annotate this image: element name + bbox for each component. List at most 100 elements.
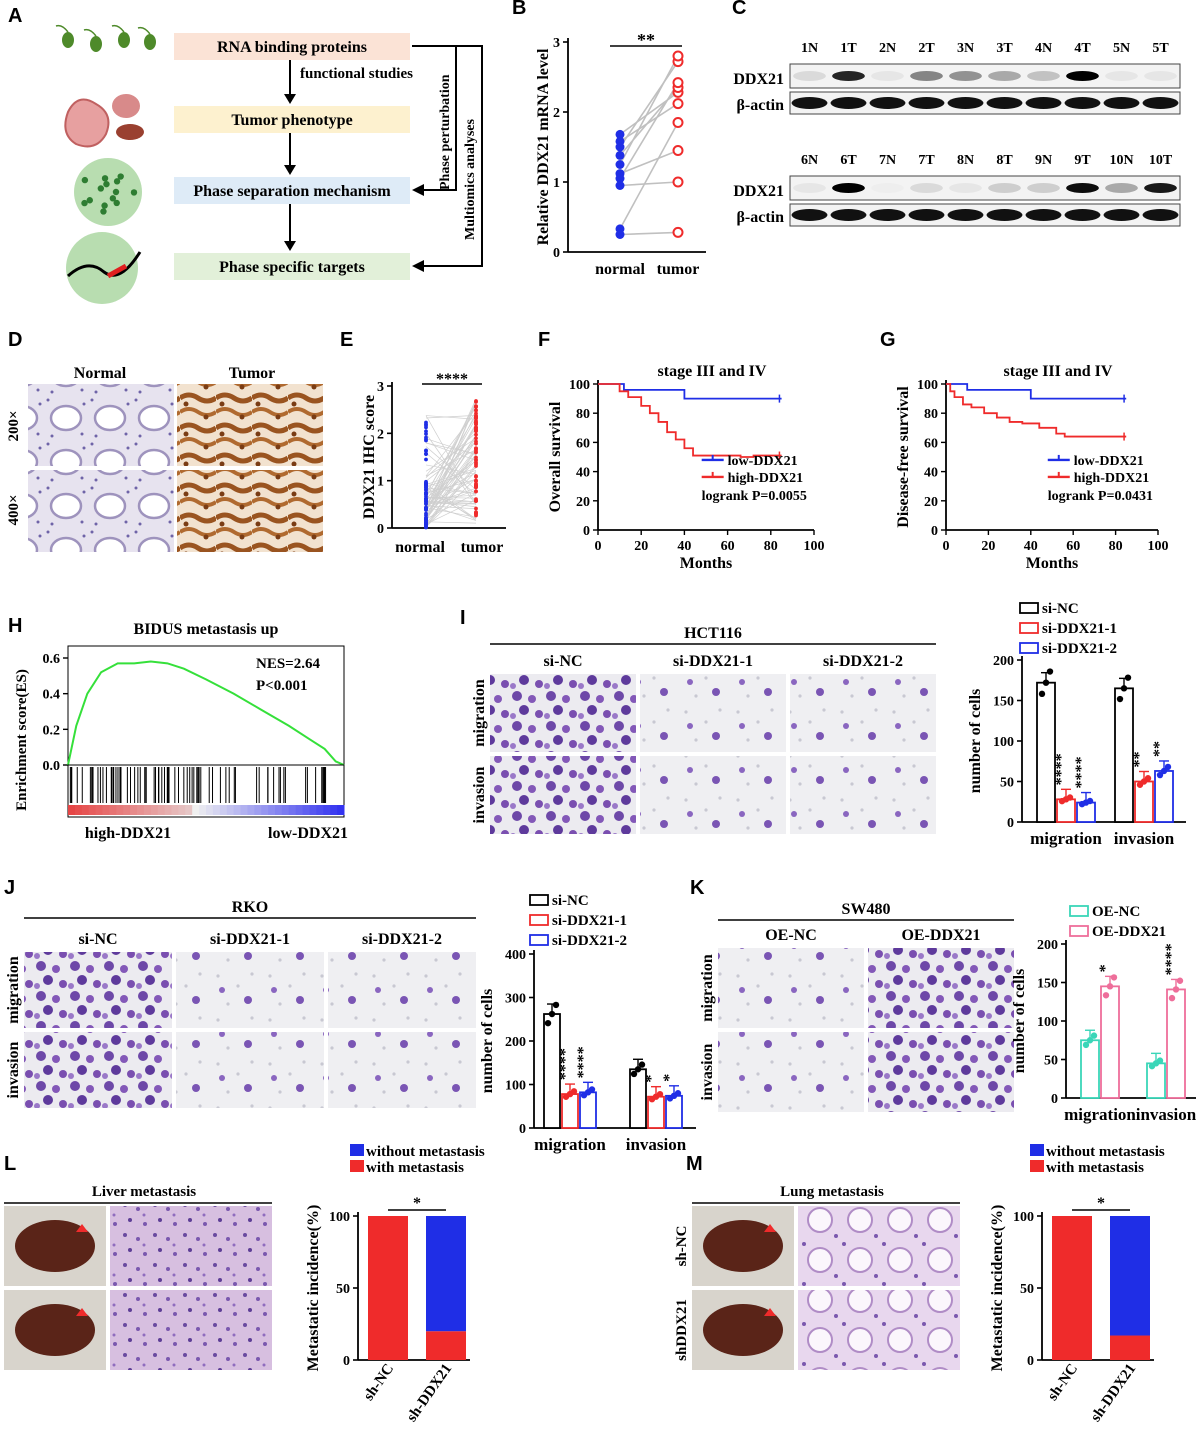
actin-band bbox=[869, 97, 906, 109]
y-tick-label: 2 bbox=[377, 427, 384, 442]
ddx21-band bbox=[1066, 183, 1099, 193]
ddx21-band bbox=[832, 71, 865, 81]
lane-label: 10N bbox=[1109, 153, 1133, 168]
y-tick-label: 0 bbox=[343, 1354, 350, 1369]
significance-label: **** bbox=[1073, 757, 1090, 789]
rank-gradient bbox=[330, 805, 338, 815]
x-tick-label: sh-DDX21 bbox=[404, 1361, 455, 1425]
y-axis-label: Enrichment score(ES) bbox=[14, 669, 30, 811]
logrank-annotation: logrank P=0.0055 bbox=[702, 489, 807, 504]
x-axis-label: Months bbox=[680, 555, 732, 572]
y-tick-label: 20 bbox=[924, 495, 938, 510]
pair-line bbox=[425, 449, 477, 520]
data-point bbox=[544, 1019, 552, 1027]
normal-point bbox=[424, 420, 428, 425]
actin-band bbox=[947, 97, 984, 109]
pair-line bbox=[425, 415, 477, 505]
organ bbox=[703, 1304, 783, 1356]
legend-label: high-DDX21 bbox=[728, 471, 803, 486]
data-point bbox=[1144, 775, 1152, 782]
rank-gradient bbox=[233, 805, 241, 815]
workflow-box-label: Tumor phenotype bbox=[231, 112, 352, 129]
significance-label: **** bbox=[575, 1046, 592, 1078]
tumor-point bbox=[672, 117, 684, 128]
liver-icon bbox=[116, 124, 144, 140]
rank-gradient bbox=[171, 805, 179, 815]
tumor-point bbox=[474, 474, 478, 478]
rank-gradient bbox=[143, 805, 152, 815]
droplet bbox=[101, 175, 109, 182]
normal-point bbox=[424, 520, 428, 525]
organ bbox=[15, 1304, 95, 1356]
tumor-point bbox=[474, 497, 478, 502]
row-label: β-actin bbox=[736, 97, 784, 114]
pair-line bbox=[619, 231, 679, 236]
droplet bbox=[86, 197, 93, 204]
pair-line bbox=[425, 470, 477, 488]
y-tick-label: 0 bbox=[377, 522, 384, 537]
normal-point bbox=[424, 431, 428, 436]
pair-line bbox=[425, 440, 477, 511]
x-tick-label: 80 bbox=[1109, 539, 1123, 554]
y-axis-label: number of cells bbox=[479, 989, 496, 1094]
data-point bbox=[1042, 679, 1050, 686]
y-tick-label: 0.6 bbox=[43, 652, 61, 667]
ddx21-band bbox=[1144, 71, 1177, 81]
row-label: shDDX21 bbox=[674, 1299, 690, 1361]
rank-gradient bbox=[137, 805, 145, 815]
lane-label: 4T bbox=[1074, 41, 1091, 56]
y-tick-label: 40 bbox=[924, 466, 938, 481]
stacked-bar bbox=[1110, 1335, 1150, 1360]
row-label: 400× bbox=[6, 494, 22, 525]
actin-band bbox=[1103, 209, 1140, 221]
tumor-point bbox=[474, 449, 478, 454]
rank-gradient bbox=[268, 805, 276, 815]
tumor-point bbox=[474, 408, 478, 413]
y-tick-label: 80 bbox=[576, 407, 590, 422]
lane-label: 2N bbox=[879, 41, 896, 56]
rank-gradient bbox=[164, 805, 172, 815]
y-tick-label: 50 bbox=[1044, 1054, 1058, 1069]
normal-point bbox=[424, 502, 428, 506]
panel-g-disease-free-survival: G 0 20 40 60 80 100 0 20 40 60 80 100 stage III and … bbox=[880, 329, 1169, 572]
rank-gradient bbox=[88, 805, 97, 815]
normal-point bbox=[615, 160, 625, 169]
bar bbox=[1146, 1062, 1166, 1099]
data-point bbox=[1046, 668, 1054, 675]
droplet bbox=[113, 178, 121, 185]
pair-line bbox=[425, 435, 477, 511]
lane-label: 10T bbox=[1149, 153, 1173, 168]
y-tick-label: 100 bbox=[329, 1210, 350, 1225]
metastasis-arrow bbox=[76, 1308, 88, 1316]
data-point bbox=[674, 1090, 682, 1097]
transwell-image bbox=[718, 1032, 864, 1112]
tumor-point bbox=[474, 432, 478, 437]
row-label: DDX21 bbox=[733, 183, 784, 200]
panel-letter-i: I bbox=[460, 607, 466, 629]
x-tick-label: 40 bbox=[677, 539, 691, 554]
column-label: OE-DDX21 bbox=[901, 927, 980, 944]
y-axis-label: Metastatic incidence(%) bbox=[989, 1205, 1006, 1372]
normal-point bbox=[615, 181, 625, 190]
legend-label: without metastasis bbox=[366, 1144, 485, 1160]
lane-label: 3N bbox=[957, 41, 974, 56]
normal-point bbox=[424, 482, 428, 487]
pair-line bbox=[425, 432, 477, 478]
data-point bbox=[1102, 992, 1110, 999]
x-tick-label: tumor bbox=[657, 261, 700, 278]
rank-gradient bbox=[247, 805, 255, 815]
pair-line bbox=[425, 467, 477, 485]
lane-label: 6T bbox=[840, 153, 857, 168]
lane-label: 7T bbox=[918, 153, 935, 168]
y-tick-label: 400 bbox=[505, 948, 526, 963]
metastasis-arrow bbox=[76, 1224, 88, 1232]
pair-line bbox=[425, 447, 477, 515]
he-image bbox=[110, 1206, 272, 1286]
data-point bbox=[1086, 1037, 1094, 1044]
pair-line bbox=[425, 446, 477, 490]
panel-letter-m: M bbox=[686, 1153, 703, 1175]
rank-gradient bbox=[295, 805, 304, 815]
actin-band bbox=[1142, 209, 1179, 221]
normal-point bbox=[615, 142, 625, 152]
